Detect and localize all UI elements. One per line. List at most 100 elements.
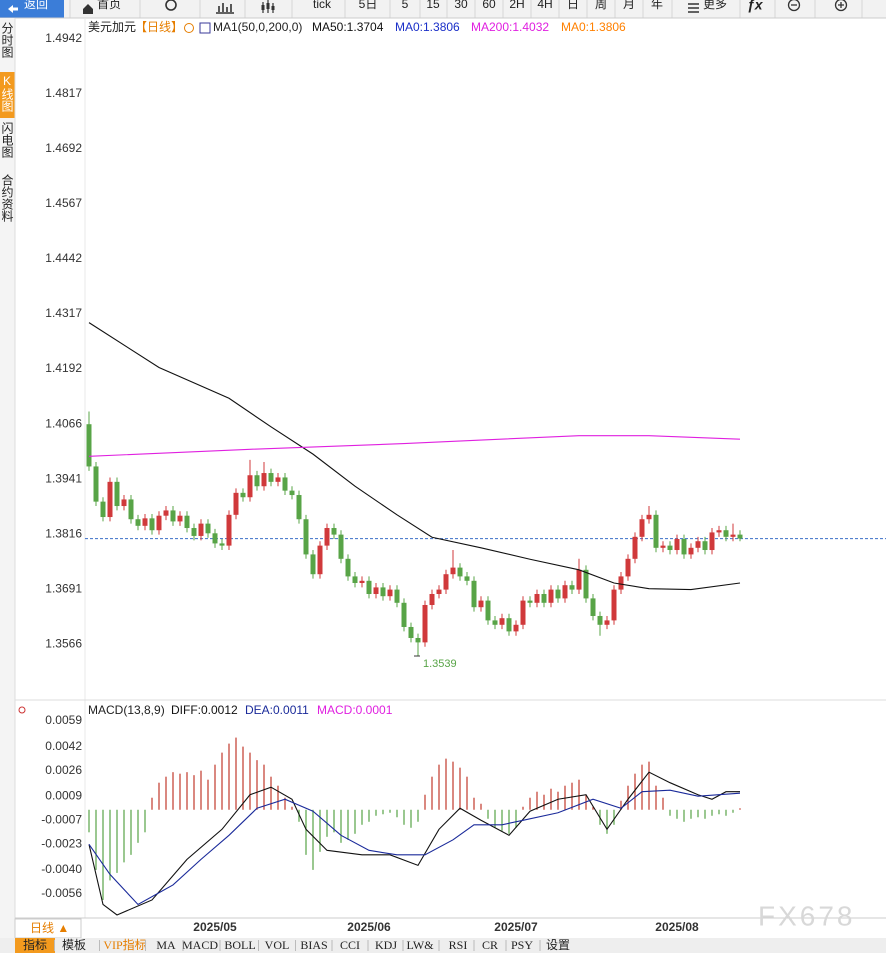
indicator-title: MACD(13,8,9)	[88, 703, 165, 717]
candle-body	[240, 492, 246, 498]
sidebar-tab[interactable]: 闪电图	[0, 122, 14, 158]
candle-body	[611, 589, 617, 621]
y-tick-label: 1.3941	[45, 471, 82, 485]
candle-body	[506, 618, 512, 632]
indicator-tab[interactable]: VOL	[265, 938, 290, 952]
candle-body	[716, 530, 722, 533]
candle-body	[541, 593, 547, 603]
candle-body	[198, 523, 204, 536]
candle-body	[429, 593, 435, 605]
indicator-tab[interactable]: MACD	[182, 938, 218, 952]
fx-icon[interactable]: ƒx	[747, 0, 764, 13]
x-tick-label: 2025/06	[347, 920, 391, 934]
indicator-tab[interactable]: 设置	[546, 938, 570, 952]
toolbar-item[interactable]: 年	[651, 0, 663, 11]
y-tick-label: 1.4066	[45, 416, 82, 430]
toolbar-item[interactable]: 周	[595, 0, 607, 11]
candle-body	[723, 530, 729, 537]
y-tick-label: 1.4442	[45, 251, 82, 265]
indicator-icon[interactable]	[199, 22, 211, 34]
candle-body	[128, 499, 134, 520]
candle-body	[562, 585, 568, 599]
period-button-label[interactable]: 日线 ▲	[30, 921, 69, 935]
candle-body	[401, 602, 407, 627]
candle-body	[569, 585, 575, 590]
candle-body	[289, 490, 295, 496]
toolbar-item[interactable]: tick	[313, 0, 332, 11]
candle-body	[254, 475, 260, 487]
legend-entry: MACD:0.0001	[317, 703, 393, 717]
candle-body	[639, 519, 645, 537]
candle-body	[590, 598, 596, 616]
candle-body	[520, 600, 526, 625]
toolbar-item[interactable]: 日	[567, 0, 579, 11]
indicator-tab[interactable]: BOLL	[224, 938, 255, 952]
candle-body	[324, 528, 330, 546]
bar-chart-icon[interactable]	[216, 3, 234, 14]
toolbar-item[interactable]: 30	[454, 0, 468, 11]
candle-body	[632, 536, 638, 559]
home-label[interactable]: 首页	[97, 0, 121, 11]
candle-body	[436, 589, 442, 594]
candle-body	[695, 541, 701, 548]
back-label[interactable]: 返回	[24, 0, 48, 11]
indicator-tab[interactable]: CR	[482, 938, 498, 952]
toolbar-item[interactable]: 15	[426, 0, 440, 11]
zoom-in-icon[interactable]	[834, 0, 848, 12]
candle-body	[534, 593, 540, 603]
indicator-tab[interactable]: PSY	[511, 938, 533, 952]
toolbar-item[interactable]: 月	[623, 0, 635, 11]
toolbar-item[interactable]: 4H	[537, 0, 552, 11]
candle-body	[555, 589, 561, 599]
candle-body	[296, 495, 302, 520]
y-tick-label: 0.0009	[45, 788, 82, 802]
more-label[interactable]: 更多	[703, 0, 727, 11]
candle-body	[268, 473, 274, 482]
candle-body	[443, 574, 449, 590]
candle-body	[660, 545, 666, 548]
back-button[interactable]	[0, 0, 64, 18]
toolbar-item[interactable]: 5	[402, 0, 409, 11]
candle-body	[331, 528, 337, 535]
candle-body	[548, 589, 554, 603]
candle-body	[625, 558, 631, 577]
sidebar-tab[interactable]: 合约资料	[0, 173, 14, 222]
sidebar-tab[interactable]: 分时图	[0, 22, 14, 58]
tab-active	[15, 938, 55, 953]
candle-body	[359, 580, 365, 584]
candle-body	[646, 514, 652, 520]
indicator-tab[interactable]: LW&	[406, 938, 434, 952]
candle-body	[170, 510, 176, 522]
candle-body	[597, 615, 603, 625]
indicator-tab[interactable]: RSI	[449, 938, 468, 952]
candle-body	[107, 481, 113, 518]
candle-body	[464, 576, 470, 581]
y-tick-label: -0.0007	[41, 812, 82, 826]
toolbar-item[interactable]: 60	[482, 0, 496, 11]
toolbar-item[interactable]: 2H	[509, 0, 524, 11]
y-tick-label: 1.4817	[45, 86, 82, 100]
candle-icon-body	[261, 5, 265, 10]
refresh-icon[interactable]	[165, 0, 177, 11]
indicator-tab[interactable]: VIP指标	[103, 937, 146, 952]
legend-entry: MA0:1.3806	[395, 20, 460, 34]
candle-body	[177, 515, 183, 522]
indicator-tab[interactable]: MA	[156, 938, 176, 952]
y-tick-label: 0.0042	[45, 739, 82, 753]
macd-settings-icon[interactable]	[18, 706, 26, 714]
candle-body	[191, 528, 197, 536]
period-toggle[interactable]	[184, 23, 194, 33]
y-tick-label: -0.0040	[41, 862, 82, 876]
sidebar-tab[interactable]: K线图	[0, 74, 14, 112]
toolbar-item[interactable]: 5日	[359, 0, 378, 11]
indicator-tab[interactable]: 模板	[62, 938, 86, 952]
indicator-tab[interactable]: 指标	[23, 937, 47, 952]
candle-body	[282, 477, 288, 491]
indicator-tab[interactable]: CCI	[340, 938, 360, 952]
zoom-out-icon[interactable]	[787, 0, 801, 12]
indicator-tab[interactable]: BIAS	[300, 938, 327, 952]
candle-body	[667, 545, 673, 551]
ma-line	[88, 322, 741, 591]
indicator-tab[interactable]: KDJ	[375, 938, 397, 952]
